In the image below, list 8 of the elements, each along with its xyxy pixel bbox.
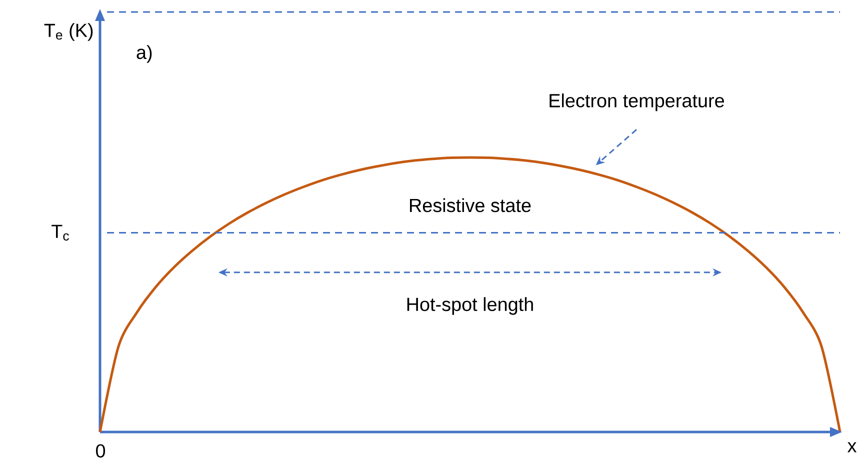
text: 0: [96, 444, 106, 458]
text: T$_{e}$ (K): [44, 23, 93, 41]
annotation: Resistive state: [410, 198, 531, 212]
x-axis-title: x: [847, 442, 857, 452]
annotation: Hot-spot length: [407, 297, 533, 315]
text: a): [136, 45, 152, 63]
text: Electron temperature: [550, 93, 724, 112]
ref-line-label: T$_{c}$: [52, 224, 69, 241]
